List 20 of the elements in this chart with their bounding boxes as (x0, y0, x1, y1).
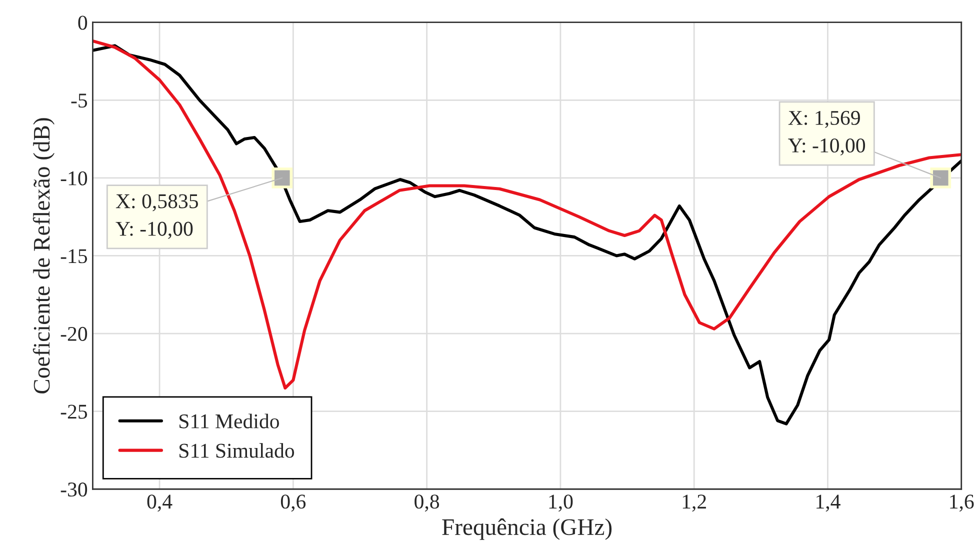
legend-label: S11 Simulado (180, 443, 294, 458)
x-tick-label: 0,8 (414, 494, 440, 512)
x-tick-label: 1,0 (549, 494, 573, 512)
y-axis-title: Coeficiente de Reflexão (dB) (32, 118, 55, 394)
y-tick-label: 0 (78, 16, 88, 30)
legend-label: S11 Medido (180, 414, 279, 428)
annotation: X: 1,569 Y: -10,00 (788, 110, 866, 156)
y-tick-label: -30 (60, 482, 88, 497)
y-tick-label: -15 (60, 249, 88, 264)
y-tick-label: -10 (60, 171, 88, 186)
y-tick-label: -25 (60, 404, 88, 419)
x-tick-label: 1,2 (682, 494, 706, 512)
x-tick-label: 0,6 (280, 494, 306, 512)
y-tick-label: -5 (71, 94, 88, 108)
x-tick-label: 0,4 (147, 494, 172, 512)
y-tick-label: -20 (60, 326, 88, 341)
x-tick-label: 1,4 (816, 494, 840, 512)
x-tick-label: 1,6 (950, 494, 974, 512)
annotation: X: 0,5835 Y: -10,00 (116, 194, 198, 239)
x-axis-title: Frequência (GHz) (442, 518, 612, 540)
